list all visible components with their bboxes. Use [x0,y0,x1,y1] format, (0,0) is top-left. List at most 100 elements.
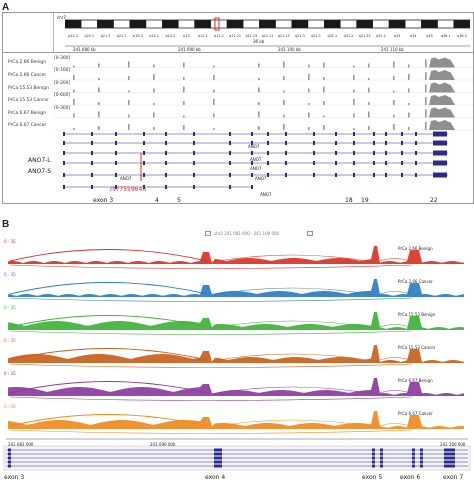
ideogram-outline [65,19,470,29]
band-label: q11.21 [229,34,241,38]
coverage-bar [258,126,260,130]
exon-block [91,141,93,145]
ideogram-locus-marker [214,17,220,31]
transcript-label-long: ANO7-L [28,157,51,164]
junction-arc [9,282,208,295]
gene-exon [444,456,452,460]
junction-arc [9,429,413,434]
junction-arc [9,330,413,335]
coverage-bar [368,87,370,93]
coord-label-2: 241 090 000 [150,442,176,447]
panel-b-letter: B [2,219,10,230]
band-label: p22.3 [68,34,78,38]
exon-block [193,161,195,165]
ideogram-band [194,19,212,29]
coverage-bar [353,113,355,118]
junction-arc [9,348,208,361]
exon-label-3: exon 3 [93,197,114,204]
coverage-peak [429,57,455,68]
junction-arc [211,320,375,329]
sample-label-5: PrCa 6.67 Benign [8,111,46,116]
zoom-in-button[interactable] [307,231,313,236]
transcript-label-short: ANO7-S [28,168,52,175]
coverage-bar [153,112,155,118]
gene-exon [452,464,455,468]
coverage-bar [258,63,260,68]
coverage-bar [213,113,215,118]
gene-exon [444,448,452,452]
gene-exon [372,464,375,468]
exon-block [229,173,231,177]
sample-label-4: PrCa 15.53 Cancer [8,98,49,103]
exon-block [385,132,387,136]
exon-block [115,173,117,177]
gene-exon [380,464,383,468]
coverage-tracks [53,57,473,131]
ideogram-band [437,19,455,29]
zoom-out-button[interactable] [205,231,211,236]
exon-block [267,132,269,136]
panel-a-header: chr7 p22.3 p22.1 p21.3 p21.1 p15.3 p15.1 p14.2… [2,12,474,54]
gene-exon [452,460,455,464]
exon-block [229,161,231,165]
exon-block-terminal [433,150,447,156]
chromosome-ideogram[interactable] [65,17,470,31]
coverage-bar [98,126,100,130]
coverage-bar [393,114,395,118]
band-label: q36.3 [457,34,467,38]
exon-block [143,151,145,155]
exon-block [415,173,417,177]
exon-block [229,151,231,155]
junction-arc [9,396,413,401]
sashimi-ylabel-2: 0 - 35 [4,272,16,277]
exon-block [251,185,253,189]
coverage-bar [153,74,155,80]
exon-block [267,173,269,177]
exon-block [63,161,65,165]
sashimi-sample-1: PrCa 2.66 Benign [398,246,433,251]
coverage-bar [128,76,130,80]
junction-arc [379,324,411,328]
coverage-area [8,378,464,396]
gene-exon [8,452,11,456]
coverage-area [8,411,464,429]
band-label: q32.2 [376,34,386,38]
exon-block [193,173,195,177]
exon-block-terminal [433,131,447,137]
exon-block [143,173,145,177]
exon-label-b-7: exon 7 [443,474,464,481]
exon-block [401,173,403,177]
exon-block [401,141,403,145]
junction-arc [9,315,208,328]
gene-exon [380,460,383,464]
coverage-bar [308,64,310,68]
gene-exon [8,456,11,460]
sashimi-sample-5: PrCa 6.67 Benign [398,378,433,383]
band-label: q31.2 [344,34,354,38]
coverage-bar [183,77,185,80]
panel-a-tracks [2,52,474,204]
gene-exon [380,448,383,452]
exon-block [63,141,65,145]
gene-exon [420,452,423,456]
exon-block [415,151,417,155]
exon-block [267,161,269,165]
gene-exon [412,460,415,464]
gene-exon [216,452,219,456]
exon-block [165,151,167,155]
exon-block [335,173,337,177]
ideogram-band [340,19,357,29]
range-label-5: [0-300] [54,106,71,111]
exon-block [373,151,375,155]
ruler-position-3: 241 100 kb [278,47,301,52]
band-label: q31.32 [359,34,371,38]
exon-block [373,141,375,145]
junction-arc [211,254,375,263]
band-label: p12.2 [198,34,208,38]
exon-block [385,141,387,145]
ideogram-band [161,19,179,29]
coverage-bar [73,113,75,118]
ruler [65,45,470,47]
coverage-bar [408,64,410,68]
exon-block [385,161,387,165]
